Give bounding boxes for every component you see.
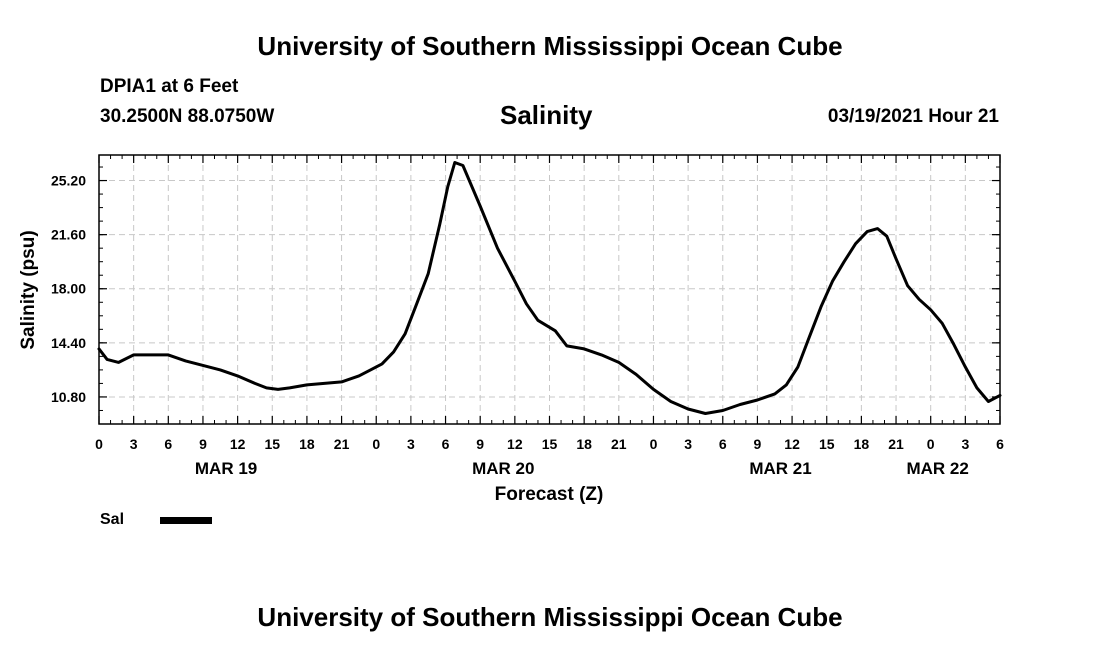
y-tick-label: 14.40 — [51, 335, 86, 351]
x-tick-label: 15 — [542, 436, 558, 452]
x-tick-label: 6 — [996, 436, 1004, 452]
station-coords: 30.2500N 88.0750W — [100, 106, 275, 127]
x-tick-label: 18 — [576, 436, 592, 452]
main-title: University of Southern Mississippi Ocean… — [257, 31, 843, 61]
y-axis-label: Salinity (psu) — [18, 230, 39, 349]
legend-label-sal: Sal — [100, 511, 125, 528]
x-tick-label: 0 — [372, 436, 380, 452]
date-label: MAR 22 — [906, 459, 968, 478]
x-tick-label: 12 — [507, 436, 523, 452]
x-tick-label: 0 — [650, 436, 658, 452]
x-tick-label: 15 — [819, 436, 835, 452]
series-line-sal — [97, 161, 1002, 415]
x-tick-label: 6 — [164, 436, 172, 452]
x-tick-label: 0 — [927, 436, 935, 452]
date-label: MAR 19 — [195, 459, 257, 478]
footer-title: University of Southern Mississippi Ocean… — [257, 602, 843, 632]
x-tick-label: 9 — [476, 436, 484, 452]
x-tick-label: 18 — [299, 436, 315, 452]
x-tick-label: 21 — [611, 436, 627, 452]
legend-line-sal — [160, 517, 212, 524]
x-tick-label: 21 — [888, 436, 904, 452]
x-tick-label: 9 — [754, 436, 762, 452]
date-labels: MAR 19 MAR 20 MAR 21 MAR 22 — [195, 459, 969, 478]
x-axis-label: Forecast (Z) — [495, 484, 604, 505]
date-label: MAR 21 — [749, 459, 811, 478]
x-tick-label: 0 — [95, 436, 103, 452]
y-tick-label: 25.20 — [51, 173, 86, 189]
y-tick-label: 18.00 — [51, 281, 86, 297]
station-name: DPIA1 at 6 Feet — [100, 76, 239, 97]
y-tick-label: 10.80 — [51, 389, 86, 405]
x-tick-label: 6 — [442, 436, 450, 452]
grid-lines — [99, 155, 1000, 424]
x-tick-label: 3 — [961, 436, 969, 452]
y-tick-label: 21.60 — [51, 227, 86, 243]
chart-title: Salinity — [500, 100, 593, 130]
x-tick-label: 21 — [334, 436, 350, 452]
x-tick-label: 3 — [130, 436, 138, 452]
y-axis-ticks: 10.80 14.40 18.00 21.60 25.20 — [51, 166, 1000, 411]
series-layer — [97, 161, 1002, 415]
date-label: MAR 20 — [472, 459, 534, 478]
x-axis-ticks: 0 3 6 9 12 15 18 21 0 3 6 9 12 15 18 21 0 3 6 9 12 15 18 21 0 3 6 — [95, 155, 1004, 452]
x-tick-label: 12 — [230, 436, 246, 452]
x-tick-label: 6 — [719, 436, 727, 452]
x-tick-label: 3 — [407, 436, 415, 452]
x-tick-label: 18 — [854, 436, 870, 452]
forecast-timestamp: 03/19/2021 Hour 21 — [827, 106, 999, 127]
x-tick-label: 9 — [199, 436, 207, 452]
x-tick-label: 3 — [684, 436, 692, 452]
x-tick-label: 15 — [264, 436, 280, 452]
x-tick-label: 12 — [784, 436, 800, 452]
